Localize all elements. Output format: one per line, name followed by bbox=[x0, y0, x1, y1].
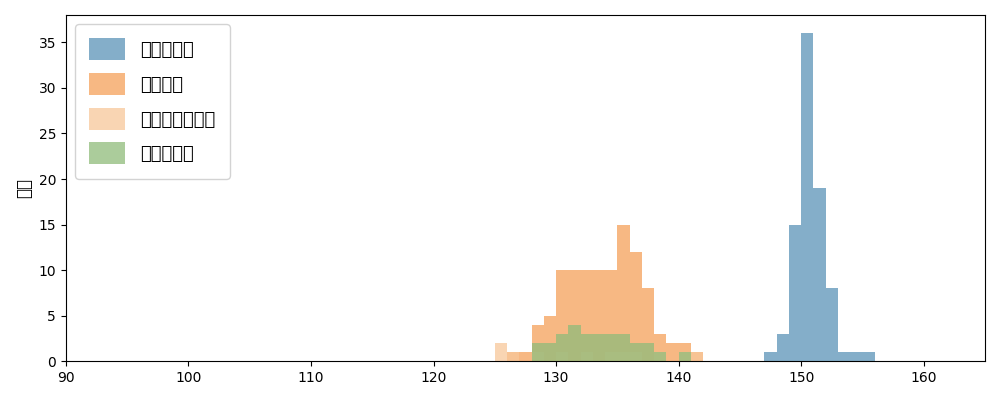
Bar bbox=[581, 352, 593, 361]
Bar bbox=[679, 343, 691, 361]
Bar bbox=[581, 334, 593, 361]
Bar bbox=[507, 352, 519, 361]
Bar bbox=[519, 352, 532, 361]
Bar bbox=[691, 352, 703, 361]
Bar bbox=[605, 352, 617, 361]
Bar bbox=[764, 352, 777, 361]
Bar bbox=[642, 288, 654, 361]
Bar bbox=[617, 352, 630, 361]
Bar bbox=[666, 343, 679, 361]
Bar bbox=[850, 352, 862, 361]
Y-axis label: 球数: 球数 bbox=[15, 178, 33, 198]
Bar bbox=[691, 352, 703, 361]
Bar bbox=[654, 352, 666, 361]
Bar bbox=[813, 188, 826, 361]
Bar bbox=[593, 270, 605, 361]
Bar bbox=[679, 352, 691, 361]
Bar bbox=[605, 270, 617, 361]
Bar bbox=[495, 343, 507, 361]
Bar bbox=[801, 33, 813, 361]
Bar bbox=[630, 252, 642, 361]
Bar bbox=[532, 352, 544, 361]
Bar bbox=[556, 270, 568, 361]
Bar bbox=[532, 325, 544, 361]
Bar bbox=[654, 352, 666, 361]
Bar bbox=[630, 343, 642, 361]
Bar bbox=[605, 334, 617, 361]
Bar bbox=[777, 334, 789, 361]
Bar bbox=[862, 352, 875, 361]
Bar bbox=[568, 270, 581, 361]
Bar bbox=[568, 325, 581, 361]
Bar bbox=[556, 334, 568, 361]
Bar bbox=[593, 334, 605, 361]
Bar bbox=[826, 288, 838, 361]
Bar bbox=[630, 352, 642, 361]
Bar bbox=[544, 343, 556, 361]
Bar bbox=[581, 270, 593, 361]
Bar bbox=[532, 343, 544, 361]
Bar bbox=[507, 352, 519, 361]
Bar bbox=[617, 334, 630, 361]
Bar bbox=[642, 343, 654, 361]
Bar bbox=[544, 316, 556, 361]
Bar bbox=[654, 334, 666, 361]
Bar bbox=[679, 352, 691, 361]
Bar bbox=[789, 224, 801, 361]
Bar bbox=[556, 352, 568, 361]
Legend: ストレート, フォーク, チェンジアップ, スライダー: ストレート, フォーク, チェンジアップ, スライダー bbox=[75, 24, 230, 179]
Bar bbox=[617, 224, 630, 361]
Bar bbox=[838, 352, 850, 361]
